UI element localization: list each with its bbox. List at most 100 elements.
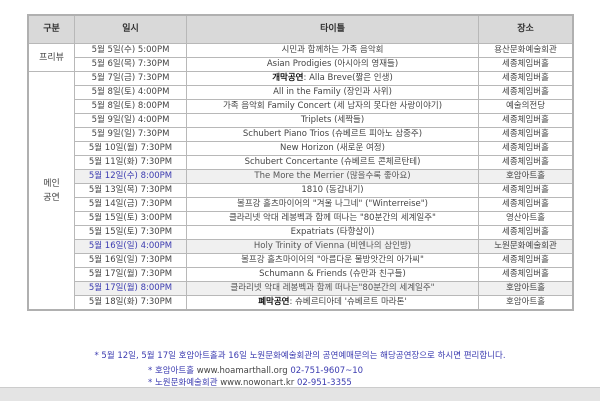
schedule-table: 구분 일시 타이틀 장소 프리뷰 5월 5일(수) 5:00PM 시민과 함께하는 … [27,14,574,311]
row-title: Holy Trinity of Vienna (비엔나의 삼인방) [186,239,479,254]
table-row: 메인 공연 5월 7일(금) 7:30PM 개막공연: Alla Breve(짧은 … [27,71,574,311]
table-row: 5월 14일(금) 7:30PM 볼프강 홀츠마이어의 "겨울 나그네" ("Wi… [28,197,574,212]
row-datetime: 5월 8일(토) 4:00PM [74,85,187,100]
table-row: 5월 12일(수) 8:00PM The More the Merrier (많을… [28,169,574,184]
title-text: Schubert Concertante (슈베르트 콘체르탄테) [244,157,421,167]
row-venue: 세종체임버홀 [478,85,574,100]
row-venue: 세종체임버홀 [478,225,574,240]
row-datetime: 5월 10일(월) 7:30PM [74,141,187,156]
row-venue: 호암아트홀 [478,281,574,296]
table-row: 5월 15일(토) 3:00PM 클라리넷 악대 레봉벡과 함께 떠나는 "80분… [28,211,574,226]
row-title: Expatriats (타향살이) [186,225,479,240]
row-venue: 세종체임버홀 [478,113,574,128]
row-venue: 세종체임버홀 [478,127,574,142]
row-venue: 영산아트홀 [478,211,574,226]
row-title: 시민과 함께하는 가족 음악회 [186,43,479,58]
row-title: 볼프강 홀츠마이어의 "겨울 나그네" ("Winterreise") [186,197,479,212]
title-text: 볼프강 홀츠마이어의 "아름다운 물방앗간의 아가씨" [241,255,424,265]
table-row: 5월 6일(목) 7:30PM Asian Prodigies (아시아의 영재들… [28,57,574,72]
row-title: 클라리넷 악대 레봉벡과 함께 떠나는"80분간의 세계일주" [186,281,479,296]
row-datetime: 5월 15일(토) 7:30PM [74,225,187,240]
row-datetime: 5월 13일(목) 7:30PM [74,183,187,198]
title-text: Triplets (세짝들) [300,115,365,125]
row-venue: 세종체임버홀 [478,253,574,268]
row-datetime: 5월 17일(월) 8:00PM [74,281,187,296]
title-text: Schubert Piano Trios (슈베르트 피아노 삼중주) [242,129,423,139]
table-row: 5월 11일(화) 7:30PM Schubert Concertante (슈베… [28,155,574,170]
row-datetime: 5월 18일(화) 7:30PM [74,295,187,311]
title-text: Asian Prodigies (아시아의 영재들) [266,59,399,69]
bottom-bar [0,387,600,401]
title-text: Holy Trinity of Vienna (비엔나의 삼인방) [253,241,412,251]
contact-name: * 호암아트홀 [148,366,195,376]
title-text: 클라리넷 악대 레봉벡과 함께 떠나는"80분간의 세계일주" [230,283,435,293]
table-row: 5월 17일(월) 8:00PM 클라리넷 악대 레봉벡과 함께 떠나는"80분간… [28,281,574,296]
title-text: Schumann & Friends (슈만과 친구들) [259,269,406,279]
table-row: 5월 8일(토) 8:00PM 가족 음악회 Family Concert (세 … [28,99,574,114]
row-title: 개막공연: Alla Breve(짧은 인생) [186,71,479,86]
row-venue: 용산문화예술회관 [478,43,574,58]
row-venue: 예술의전당 [478,99,574,114]
row-datetime: 5월 9일(일) 7:30PM [74,127,187,142]
title-text: 시민과 함께하는 가족 음악회 [281,45,384,55]
row-venue: 세종체임버홀 [478,183,574,198]
row-datetime: 5월 8일(토) 8:00PM [74,99,187,114]
table-row: 5월 9일(일) 7:30PM Schubert Piano Trios (슈베르… [28,127,574,142]
title-text: The More the Merrier (많을수록 좋아요) [254,171,411,181]
table-row: 5월 17일(월) 7:30PM Schumann & Friends (슈만과 … [28,267,574,282]
title-text: 1810 (동갑내기) [301,185,364,195]
row-datetime: 5월 6일(목) 7:30PM [74,57,187,72]
row-venue: 세종체임버홀 [478,141,574,156]
row-datetime: 5월 14일(금) 7:30PM [74,197,187,212]
row-venue: 호암아트홀 [478,169,574,184]
row-title: Schumann & Friends (슈만과 친구들) [186,267,479,282]
title-text: : Alla Breve(짧은 인생) [303,73,393,83]
row-title: 폐막공연: 슈베르티아데 '슈베르트 마라톤' [186,295,479,311]
row-title: Schubert Concertante (슈베르트 콘체르탄테) [186,155,479,170]
title-text: Expatriats (타향살이) [290,227,375,237]
row-datetime: 5월 5일(수) 5:00PM [74,43,187,58]
row-title: 클라리넷 악대 레봉벡과 함께 떠나는 "80분간의 세계일주" [186,211,479,226]
category-preview: 프리뷰 [27,43,75,72]
row-venue: 호암아트홀 [478,295,574,311]
table-row: 프리뷰 5월 5일(수) 5:00PM 시민과 함께하는 가족 음악회 용산문화예술회… [27,43,574,72]
header-category: 구분 [27,14,75,44]
table-row: 5월 9일(일) 4:00PM Triplets (세짝들) 세종체임버홀 [28,113,574,128]
row-datetime: 5월 12일(수) 8:00PM [74,169,187,184]
row-datetime: 5월 17일(월) 7:30PM [74,267,187,282]
table-row: 5월 13일(목) 7:30PM 1810 (동갑내기) 세종체임버홀 [28,183,574,198]
title-text: 클라리넷 악대 레봉벡과 함께 떠나는 "80분간의 세계일주" [229,213,436,223]
row-venue: 세종체임버홀 [478,57,574,72]
contact-url[interactable]: www.hoamarthall.org [196,366,288,376]
row-venue: 세종체임버홀 [478,197,574,212]
header-venue: 장소 [478,14,574,44]
contact-url[interactable]: www.nowonart.kr [220,378,295,388]
row-datetime: 5월 7일(금) 7:30PM [74,71,187,86]
row-title: Triplets (세짝들) [186,113,479,128]
row-title: The More the Merrier (많을수록 좋아요) [186,169,479,184]
table-row: 5월 15일(토) 7:30PM Expatriats (타향살이) 세종체임버홀 [28,225,574,240]
contact-name: * 노원문화예술회관 [148,378,218,388]
row-title: All in the Family (장인과 사위) [186,85,479,100]
title-text: : 슈베르티아데 '슈베르트 마라톤' [289,297,407,307]
table-row: 5월 16일(일) 7:30PM 볼프강 홀츠마이어의 "아름다운 물방앗간의 아… [28,253,574,268]
title-text: New Horizon (새로운 여정) [280,143,385,153]
row-datetime: 5월 16일(일) 4:00PM [74,239,187,254]
contact-phone: 02-751-9607~10 [290,366,364,376]
row-title: 가족 음악회 Family Concert (세 남자의 못다한 사랑이야기) [186,99,479,114]
row-venue: 노원문화예술회관 [478,239,574,254]
table-row: 5월 18일(화) 7:30PM 폐막공연: 슈베르티아데 '슈베르트 마라톤' 호… [28,295,574,311]
row-title: Schubert Piano Trios (슈베르트 피아노 삼중주) [186,127,479,142]
header-row: 구분 일시 타이틀 장소 [27,14,574,44]
contact-phone: 02-951-3355 [296,378,352,388]
title-text: All in the Family (장인과 사위) [273,87,392,97]
row-title: 볼프강 홀츠마이어의 "아름다운 물방앗간의 아가씨" [186,253,479,268]
category-main: 메인 공연 [27,71,75,311]
header-datetime: 일시 [74,14,187,44]
row-datetime: 5월 16일(일) 7:30PM [74,253,187,268]
title-text: 가족 음악회 Family Concert (세 남자의 못다한 사랑이야기) [222,101,443,111]
row-title: New Horizon (새로운 여정) [186,141,479,156]
table-row: 5월 10일(월) 7:30PM New Horizon (새로운 여정) 세종체임… [28,141,574,156]
contact-hoam: * 호암아트홀 www.hoamarthall.org 02-751-9607~… [148,364,363,376]
table-row: 5월 8일(토) 4:00PM All in the Family (장인과 사위… [28,85,574,100]
